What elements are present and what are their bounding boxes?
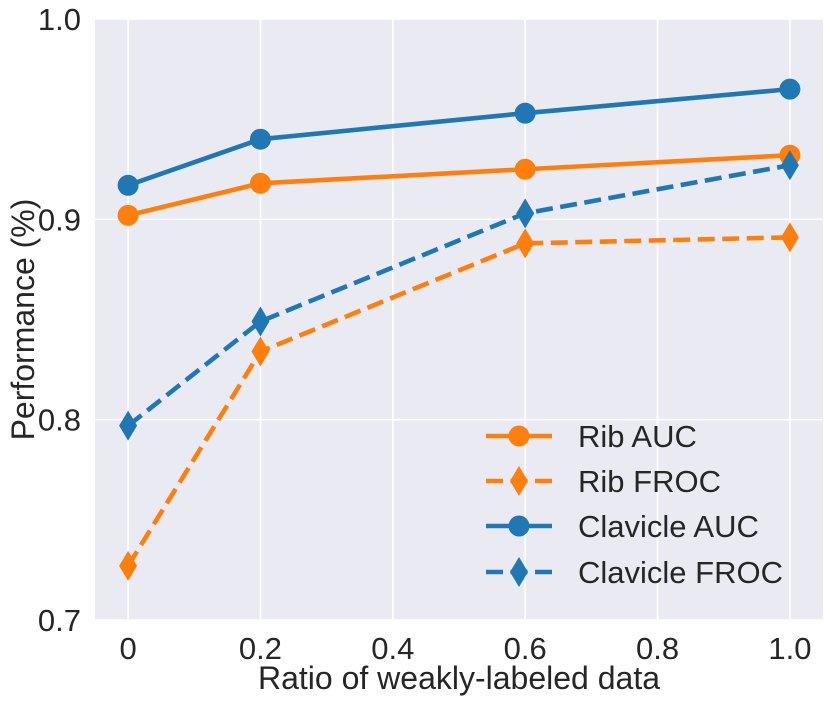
rib-auc-point bbox=[514, 158, 536, 180]
legend-clavicle-auc-marker bbox=[508, 515, 530, 537]
legend-rib-auc-marker bbox=[508, 425, 530, 447]
clavicle-auc-point bbox=[514, 102, 536, 124]
clavicle-froc-point bbox=[780, 150, 799, 181]
x-tick-label: 0 bbox=[119, 631, 136, 666]
x-axis-label: Ratio of weakly-labeled data bbox=[258, 660, 660, 696]
legend-rib-froc-label: Rib FROC bbox=[578, 464, 721, 499]
rib-froc-point bbox=[780, 222, 799, 253]
tick-labels: 0 0.2 0.4 0.6 0.8 1.0 0.7 0.8 0.9 1.0 bbox=[38, 2, 812, 666]
x-tick-label: 0.4 bbox=[371, 631, 414, 666]
rib-froc-point bbox=[516, 228, 535, 259]
rib-auc-point bbox=[117, 204, 139, 226]
clavicle-auc-point bbox=[117, 174, 139, 196]
clavicle-auc-point bbox=[249, 128, 271, 150]
y-tick-label: 0.7 bbox=[38, 603, 81, 638]
legend-clavicle-froc-label: Clavicle FROC bbox=[578, 555, 783, 590]
rib-auc-point bbox=[249, 172, 271, 194]
legend: Rib AUC Rib FROC Clavicle AUC Clavicle FROC bbox=[486, 419, 783, 590]
y-tick-label: 0.8 bbox=[38, 403, 81, 438]
legend-rib-auc-label: Rib AUC bbox=[578, 419, 697, 454]
rib-froc-point bbox=[119, 550, 138, 581]
data-markers bbox=[117, 78, 801, 581]
legend-clavicle-auc-label: Clavicle AUC bbox=[578, 509, 759, 544]
clavicle-froc-point bbox=[516, 198, 535, 229]
clavicle-froc-line bbox=[126, 162, 791, 428]
rib-froc-point bbox=[251, 336, 270, 367]
x-tick-label: 1.0 bbox=[768, 631, 811, 666]
x-tick-label: 0.6 bbox=[504, 631, 547, 666]
y-tick-label: 1.0 bbox=[38, 2, 81, 37]
rib-froc-line bbox=[126, 235, 790, 568]
y-tick-label: 0.9 bbox=[38, 202, 81, 237]
x-tick-label: 0.2 bbox=[239, 631, 282, 666]
x-tick-label: 0.8 bbox=[636, 631, 679, 666]
clavicle-froc-point bbox=[251, 306, 270, 337]
clavicle-auc-line bbox=[127, 86, 791, 188]
rib-auc-line bbox=[127, 152, 791, 218]
legend-clavicle-froc-marker bbox=[510, 557, 528, 587]
legend-rib-froc-marker bbox=[510, 466, 528, 496]
clavicle-auc-point bbox=[779, 78, 801, 100]
series-lines bbox=[126, 86, 791, 568]
clavicle-froc-point bbox=[119, 410, 138, 441]
y-axis-label: Performance (%) bbox=[5, 199, 41, 441]
